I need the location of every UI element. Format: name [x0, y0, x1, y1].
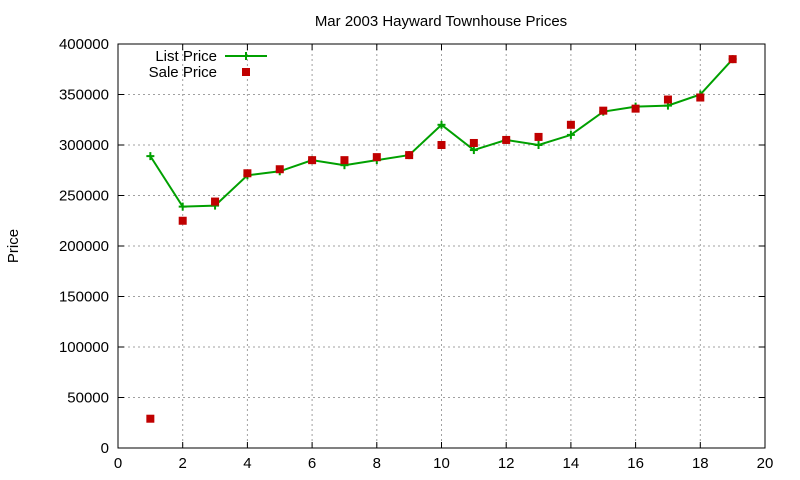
data-point: [178, 202, 187, 211]
x-tick-label: 18: [692, 455, 709, 472]
legend-label: Sale Price: [149, 64, 217, 81]
data-point: [696, 93, 705, 102]
y-tick-label: 350000: [59, 87, 109, 104]
legend-marker: [242, 68, 250, 76]
data-point: [146, 152, 155, 161]
data-point: [566, 120, 575, 129]
x-tick-labels: 0 2 4 6 8 10 12 14 16 18 20: [114, 455, 774, 472]
data-point: [275, 165, 284, 174]
series-sale-price: [146, 55, 737, 423]
legend-marker: [242, 52, 250, 60]
data-point: [211, 197, 220, 206]
data-point: [566, 130, 575, 139]
y-tick-label: 0: [101, 440, 109, 457]
series-list-price: [146, 55, 737, 211]
data-point: [405, 151, 414, 160]
legend-item: List Price: [155, 48, 267, 65]
data-point: [372, 153, 381, 162]
x-tick-label: 4: [243, 455, 251, 472]
y-tick-label: 400000: [59, 36, 109, 53]
data-point: [146, 414, 155, 423]
y-tick-label: 150000: [59, 289, 109, 306]
ticks: [117, 43, 766, 449]
x-tick-label: 20: [757, 455, 774, 472]
data-point: [243, 169, 252, 178]
data-point: [308, 156, 317, 165]
y-tick-label: 100000: [59, 339, 109, 356]
y-tick-label: 300000: [59, 137, 109, 154]
data-point: [631, 104, 640, 113]
x-tick-label: 10: [433, 455, 450, 472]
data-point: [437, 120, 446, 129]
data-point: [178, 216, 187, 225]
data-point: [469, 138, 478, 147]
x-tick-label: 0: [114, 455, 122, 472]
grid: [118, 44, 765, 448]
data-point: [469, 146, 478, 155]
data-point: [534, 141, 543, 149]
legend-item: Sale Price: [149, 64, 250, 81]
y-tick-label: 200000: [59, 238, 109, 255]
y-tick-labels: 0 50000 100000 150000 200000 250000 300000 3500…: [59, 36, 109, 457]
x-tick-label: 6: [308, 455, 316, 472]
data-point: [599, 106, 608, 115]
x-tick-label: 12: [498, 455, 515, 472]
data-point: [340, 156, 349, 165]
legend-label: List Price: [155, 48, 217, 65]
x-tick-label: 16: [627, 455, 644, 472]
y-tick-label: 50000: [67, 390, 109, 407]
x-tick-label: 8: [373, 455, 381, 472]
y-axis-label: Price: [5, 229, 22, 263]
data-point: [437, 141, 446, 149]
x-tick-label: 2: [179, 455, 187, 472]
y-tick-label: 250000: [59, 188, 109, 205]
series: [146, 55, 737, 423]
chart-title: Mar 2003 Hayward Townhouse Prices: [315, 13, 567, 30]
data-point: [728, 55, 737, 64]
data-point: [663, 95, 672, 104]
data-point: [502, 135, 511, 144]
data-point: [534, 132, 543, 141]
x-tick-label: 14: [563, 455, 580, 472]
